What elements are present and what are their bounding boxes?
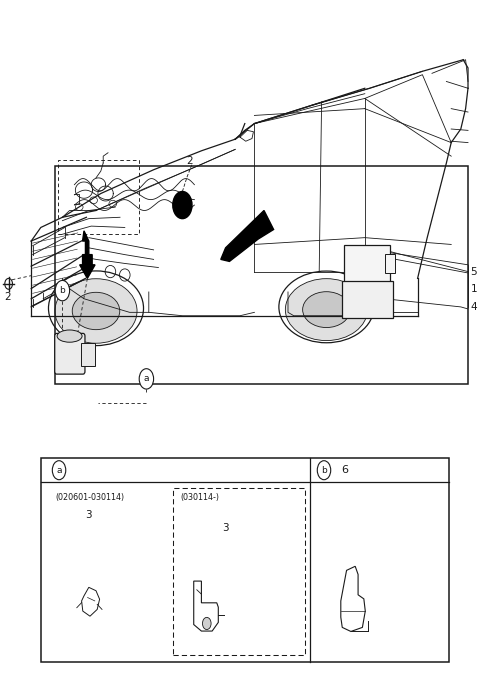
Ellipse shape [303, 292, 350, 327]
Text: b: b [321, 466, 327, 475]
Circle shape [52, 461, 66, 479]
Text: a: a [144, 374, 149, 384]
Text: 6: 6 [341, 465, 348, 475]
Bar [173, 488, 305, 655]
Text: 7: 7 [85, 355, 92, 365]
Text: b: b [60, 286, 65, 295]
Circle shape [55, 280, 70, 301]
Polygon shape [221, 210, 274, 261]
Text: 3: 3 [85, 510, 92, 519]
Ellipse shape [55, 278, 137, 343]
FancyBboxPatch shape [344, 245, 390, 282]
Ellipse shape [57, 330, 82, 342]
Ellipse shape [285, 278, 368, 341]
Text: 4: 4 [470, 302, 477, 312]
Polygon shape [80, 231, 95, 278]
Text: 3: 3 [222, 524, 229, 533]
Text: 2: 2 [186, 156, 193, 166]
Bar [41, 458, 449, 662]
Text: 2: 2 [4, 292, 11, 301]
Circle shape [317, 461, 331, 479]
Polygon shape [82, 587, 100, 617]
FancyBboxPatch shape [55, 333, 85, 374]
FancyBboxPatch shape [342, 281, 393, 318]
Text: (020601-030114): (020601-030114) [55, 492, 124, 502]
Text: (030114-): (030114-) [180, 492, 219, 502]
Text: 1: 1 [470, 284, 477, 293]
Bar [55, 166, 468, 384]
Polygon shape [341, 566, 365, 631]
Text: 5: 5 [470, 267, 477, 276]
Circle shape [203, 617, 211, 629]
FancyBboxPatch shape [385, 254, 395, 273]
Ellipse shape [72, 292, 120, 329]
Polygon shape [194, 581, 218, 631]
Circle shape [173, 191, 192, 219]
Text: a: a [56, 466, 62, 475]
FancyBboxPatch shape [81, 343, 95, 366]
Circle shape [139, 369, 154, 389]
